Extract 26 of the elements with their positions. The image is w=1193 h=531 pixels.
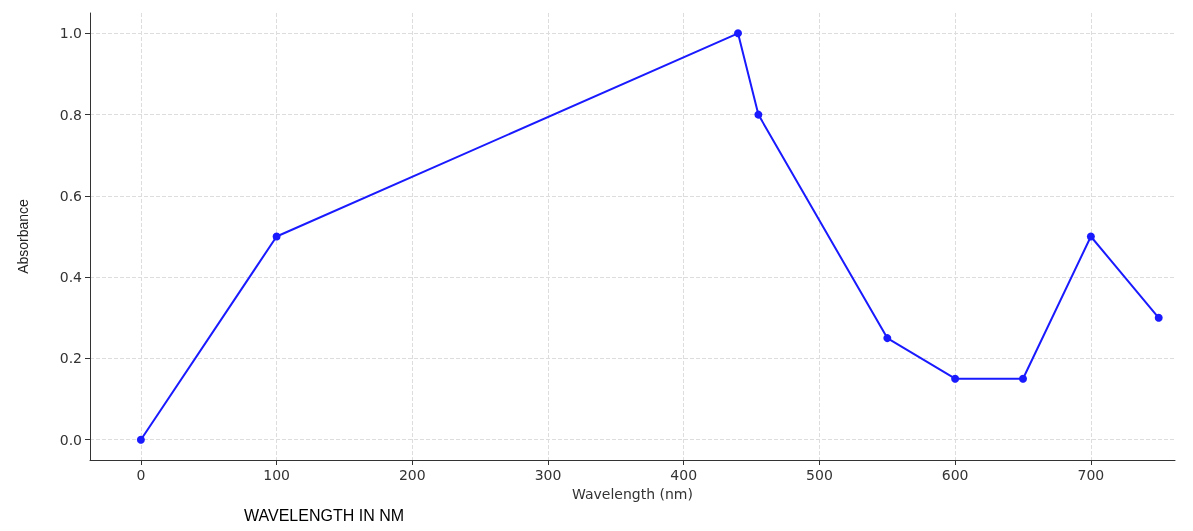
point bbox=[754, 110, 763, 119]
text: WAVELENGTH IN NM bbox=[244, 506, 405, 524]
point bbox=[1019, 374, 1028, 383]
x-tick-label: 700 bbox=[1077, 467, 1105, 483]
y-tick-label: 0.8 bbox=[59, 106, 82, 123]
y-tick-label: 1.0 bbox=[59, 25, 82, 42]
x-tick-label: 0 bbox=[136, 467, 146, 483]
y-tick-label: 0.0 bbox=[59, 431, 82, 448]
point bbox=[951, 374, 960, 383]
point bbox=[883, 334, 892, 343]
y-tick-label: 0.4 bbox=[59, 269, 83, 286]
y-axis-title: Absorbance bbox=[15, 198, 31, 274]
point bbox=[734, 29, 743, 38]
y-tick-label: 0.6 bbox=[59, 187, 83, 204]
point bbox=[136, 435, 145, 444]
x-tick-label: 300 bbox=[534, 467, 562, 483]
point bbox=[1086, 232, 1095, 241]
x-axis-title: Wavelength (nm) bbox=[572, 485, 693, 502]
point bbox=[1154, 313, 1163, 322]
x-tick-label: 400 bbox=[670, 467, 698, 483]
x-tick-label: 500 bbox=[806, 467, 833, 483]
x-tick-label: 100 bbox=[263, 467, 290, 483]
point bbox=[272, 232, 281, 241]
y-tick-label: 0.2 bbox=[59, 350, 82, 367]
x-tick-label: 600 bbox=[941, 467, 969, 483]
x-tick-label: 200 bbox=[398, 467, 426, 483]
